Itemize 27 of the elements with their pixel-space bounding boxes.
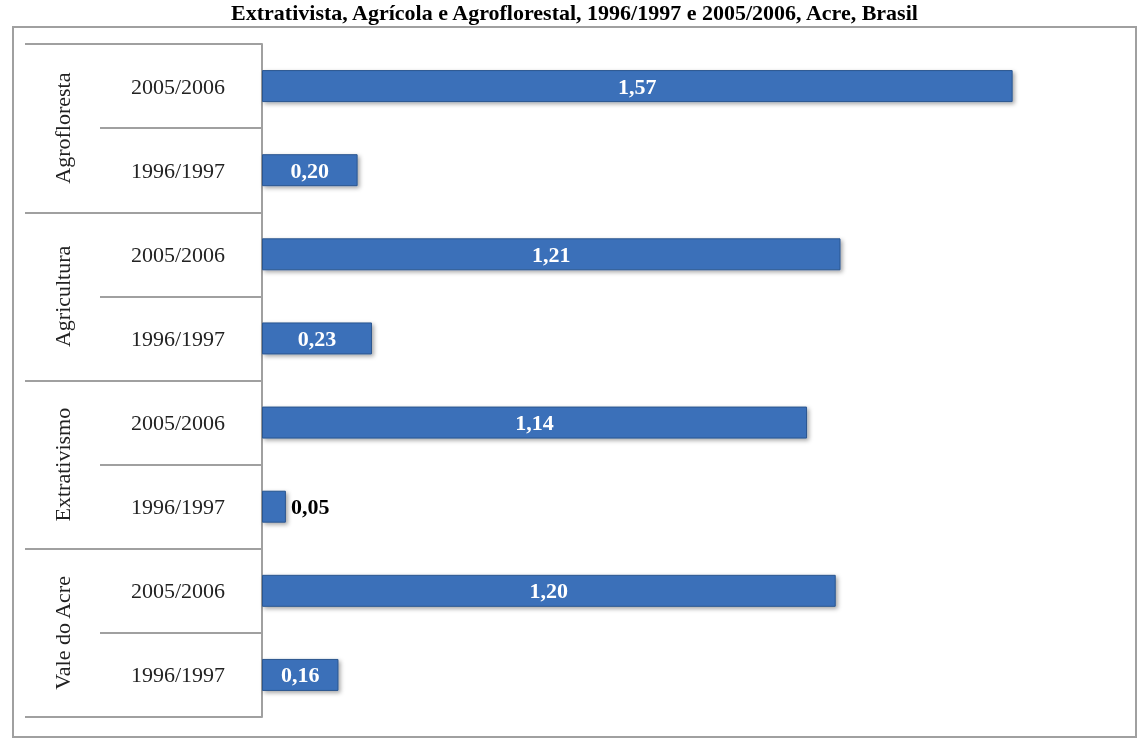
bar (262, 490, 286, 523)
y-tick-label: 2005/2006 (130, 241, 226, 267)
data-label: 0,20 (290, 157, 330, 183)
bar (262, 574, 836, 607)
data-label: 1,21 (532, 241, 571, 267)
y-tick-label: 2005/2006 (130, 410, 226, 436)
bar (262, 238, 841, 271)
data-label: 1,14 (515, 410, 554, 436)
y-tick-label: 2005/2006 (130, 578, 226, 604)
data-label: 0,16 (281, 662, 320, 688)
data-label: 1,57 (618, 73, 657, 99)
bar (262, 322, 372, 355)
y-tick-label: 2005/2006 (130, 73, 226, 99)
chart-title: Extrativista, Agrícola e Agroflorestal, 1996/1997 e 2005/2006, Acre, Brasil (230, 0, 919, 26)
bar (262, 406, 808, 439)
y-tick-label: 1996/1997 (130, 157, 226, 183)
text: Agricultura (49, 245, 75, 348)
text: Extrativismo (49, 407, 75, 522)
data-label: 1,20 (529, 578, 569, 604)
data-label: 0,05 (290, 494, 330, 520)
y-tick-label: 1996/1997 (130, 325, 226, 351)
text: Agrofloresta (49, 72, 75, 184)
text: Vale do Acre (49, 576, 75, 690)
bar (262, 70, 1013, 103)
y-tick-label: 1996/1997 (130, 494, 226, 520)
data-label: 0,23 (297, 325, 337, 351)
y-tick-label: 1996/1997 (130, 662, 226, 688)
